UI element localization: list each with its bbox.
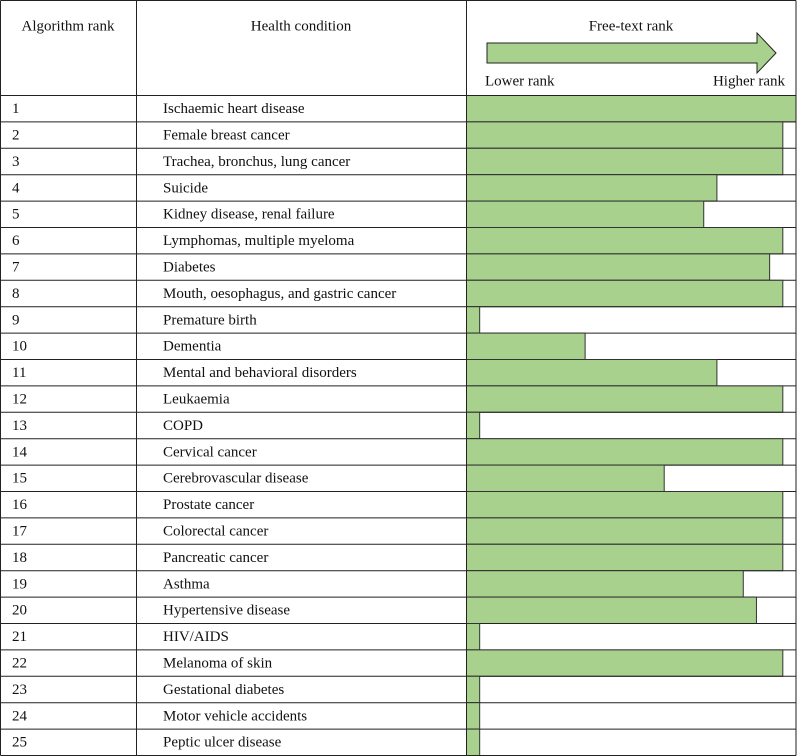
rank-cell: 3 [12,154,20,170]
condition-cell: Gestational diabetes [163,682,284,698]
bar [466,596,757,624]
rank-cell: 15 [12,471,27,487]
rank-cell: 16 [12,497,28,513]
bar [466,147,784,176]
condition-cell: Leukaemia [163,392,230,408]
rank-cell: 14 [12,444,28,460]
bar [466,306,481,334]
bar [466,570,744,598]
condition-cell: Motor vehicle accidents [163,708,307,724]
condition-cell: Dementia [163,339,222,355]
axis-label: Lower rank [485,73,555,89]
rank-cell: 20 [12,603,27,619]
condition-cell: Female breast cancer [163,128,290,144]
condition-cell: Premature birth [163,312,257,328]
condition-cell: Cerebrovascular disease [163,471,309,487]
rank-cell: 1 [12,101,20,117]
chart-title: Free-text rank [589,18,674,34]
condition-cell: Asthma [163,576,210,592]
condition-cell: Lymphomas, multiple myeloma [163,233,355,249]
rank-cell: 24 [12,708,28,724]
bar [466,649,784,677]
bar [466,95,797,123]
condition-cell: COPD [163,418,203,434]
condition-cell: Kidney disease, renal failure [163,207,335,223]
bar [466,675,481,704]
bar [466,728,481,756]
rank-cell: 21 [12,629,27,645]
condition-cell: Suicide [163,180,208,196]
rank-cell: 9 [12,312,20,328]
rank-cell: 5 [12,207,20,223]
bar [466,174,718,202]
rank-cell: 4 [12,180,20,196]
rank-cell: 19 [12,576,27,592]
condition-cell: Hypertensive disease [163,603,290,619]
rank-cell: 13 [12,418,27,434]
rank-cell: 8 [12,286,20,302]
bar [466,517,784,545]
rank-cell: 6 [12,233,20,249]
bar [466,438,784,466]
bar [466,623,481,651]
column-header: Health condition [251,18,352,34]
bar [466,227,784,255]
axis-label: Higher rank [713,73,786,89]
column-header: Algorithm rank [22,18,115,34]
condition-cell: Mental and behavioral disorders [163,365,357,381]
condition-cell: HIV/AIDS [163,629,229,645]
condition-cell: Peptic ulcer disease [163,735,282,751]
bar [466,543,784,572]
condition-cell: Cervical cancer [163,444,257,460]
condition-cell: Diabetes [163,260,216,276]
rank-cell: 17 [12,524,28,540]
rank-cell: 2 [12,128,20,144]
bar [466,359,718,387]
rank-cell: 10 [12,339,27,355]
bar [466,464,665,493]
rank-cell: 7 [12,260,20,276]
condition-cell: Mouth, oesophagus, and gastric cancer [163,286,396,302]
condition-cell: Ischaemic heart disease [163,101,305,117]
bar [466,332,586,361]
rank-cell: 22 [12,656,27,672]
rank-cell: 11 [12,365,26,381]
bar [466,702,481,730]
condition-cell: Melanoma of skin [163,656,273,672]
bar [466,200,705,229]
rank-cell: 25 [12,735,27,751]
condition-cell: Colorectal cancer [163,524,268,540]
condition-cell: Prostate cancer [163,497,254,513]
bar [466,491,784,519]
bar [466,385,784,413]
bar [466,279,784,308]
bar [466,121,784,149]
rank-cell: 12 [12,392,27,408]
bar [466,253,771,281]
rank-cell: 18 [12,550,27,566]
condition-cell: Pancreatic cancer [163,550,268,566]
rank-arrow [486,31,777,75]
rank-cell: 23 [12,682,27,698]
condition-cell: Trachea, bronchus, lung cancer [163,154,350,170]
bar [466,411,481,440]
